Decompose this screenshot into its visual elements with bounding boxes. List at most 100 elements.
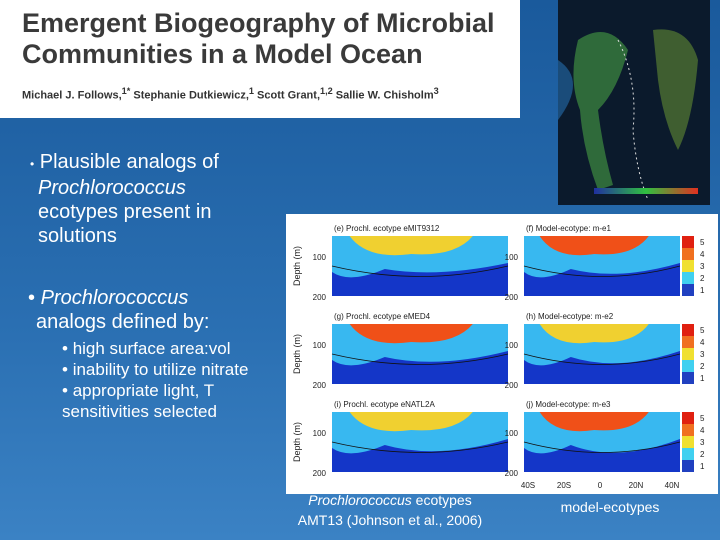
paper-title: Emergent Biogeography of Microbial Commu… <box>22 8 495 69</box>
x-tick-label: 40S <box>521 481 535 490</box>
colorbar-label: 2 <box>700 362 705 371</box>
colorbar-segment <box>682 272 694 284</box>
contour-region <box>539 412 649 432</box>
panel-label: (e) Prochl. ecotype eMIT9312 <box>334 224 440 233</box>
colorbar-segment <box>682 236 694 248</box>
sub-bullet-text: high surface area:vol <box>72 339 231 358</box>
colorbar-segment <box>682 260 694 272</box>
colorbar-label: 2 <box>700 450 705 459</box>
author-name: Stephanie Dutkiewicz, <box>133 89 249 102</box>
colorbar-segment <box>682 348 694 360</box>
colorbar-segment <box>682 248 694 260</box>
colorbar-label: 1 <box>700 462 705 471</box>
y-axis-label: Depth (m) <box>292 334 302 374</box>
bullet-text: analogs defined by: <box>36 311 210 333</box>
panel-label: (g) Prochl. ecotype eMED4 <box>334 312 431 321</box>
caption: model-ecotypes <box>560 499 660 515</box>
contour-region <box>349 412 473 432</box>
y-tick-label: 200 <box>505 293 519 302</box>
author-affiliation: 1,2 <box>320 86 333 96</box>
colorbar-label: 5 <box>700 326 705 335</box>
panel-label: (f) Model-ecotype: m-e1 <box>526 224 611 233</box>
contour-line <box>523 353 681 365</box>
contour-line <box>331 353 509 365</box>
x-tick-label: 20N <box>629 481 644 490</box>
colorbar-label: 4 <box>700 338 705 347</box>
panel-label: (j) Model-ecotype: m-e3 <box>526 400 611 409</box>
caption-source: AMT13 (Johnson et al., 2006) <box>297 512 483 528</box>
paper-header: Emergent Biogeography of Microbial Commu… <box>0 0 520 118</box>
author-name: Scott Grant, <box>257 89 320 102</box>
contour-region <box>349 236 473 256</box>
author-affiliation: 1 <box>248 86 254 96</box>
x-tick-label: 20S <box>557 481 571 490</box>
colorbar-label: 2 <box>700 274 705 283</box>
colorbar-label: 5 <box>700 414 705 423</box>
bullet: • Prochlorococcus analogs defined by: <box>28 287 210 333</box>
panel-label: (h) Model-ecotype: m-e2 <box>526 312 614 321</box>
colorbar-segment <box>682 436 694 448</box>
colorbar-segment <box>682 448 694 460</box>
contour-region <box>539 236 649 256</box>
y-tick-label: 200 <box>505 469 519 478</box>
contour-region <box>349 324 473 344</box>
colorbar-segment <box>682 336 694 348</box>
sub-bullet: • appropriate light, T sensitivities sel… <box>62 381 217 421</box>
colorbar-segment <box>682 360 694 372</box>
contour-region <box>539 324 649 344</box>
bullet-text: ecotypes present in solutions <box>38 201 212 247</box>
satellite-map <box>558 0 710 205</box>
colorbar-segment <box>682 324 694 336</box>
caption: Prochlorococcus ecotypes AMT13 (Johnson … <box>280 490 500 530</box>
sub-bullet-text: appropriate light, T sensitivities selec… <box>62 381 217 421</box>
sub-bullet: • inability to utilize nitrate <box>62 360 249 379</box>
y-tick-label: 100 <box>505 429 519 438</box>
y-tick-label: 200 <box>313 469 327 478</box>
sub-bullets: • high surface area:vol • inability to ut… <box>62 338 287 422</box>
y-tick-label: 200 <box>505 381 519 390</box>
colorbar-segment <box>682 284 694 296</box>
x-tick-label: 40N <box>665 481 680 490</box>
contour-line <box>523 441 681 453</box>
contour-line <box>523 265 681 277</box>
colorbar-segment <box>682 424 694 436</box>
caption-italic: Prochlorococcus <box>308 492 412 508</box>
y-tick-label: 200 <box>313 293 327 302</box>
caption-text: ecotypes <box>415 492 472 508</box>
colorbar-label: 1 <box>700 286 705 295</box>
colorbar-label: 3 <box>700 262 705 271</box>
colorbar-label: 3 <box>700 438 705 447</box>
panel-label: (i) Prochl. ecotype eNATL2A <box>334 400 435 409</box>
x-tick-label: 0 <box>598 481 603 490</box>
y-tick-label: 200 <box>313 381 327 390</box>
y-tick-label: 100 <box>505 341 519 350</box>
author-name: Michael J. Follows, <box>22 89 122 102</box>
y-axis-label: Depth (m) <box>292 422 302 462</box>
bullet: • Plausible analogs of Prochlorococcus e… <box>30 150 280 248</box>
authors: Michael J. Follows,1* Stephanie Dutkiewi… <box>22 86 439 102</box>
bullet-italic: Prochlorococcus <box>38 177 186 199</box>
author-affiliation: 1* <box>121 86 131 96</box>
y-axis-label: Depth (m) <box>292 246 302 286</box>
colorbar-label: 1 <box>700 374 705 383</box>
author-name: Sallie W. Chisholm <box>335 89 434 102</box>
author-affiliation: 3 <box>433 86 439 96</box>
colorbar-label: 5 <box>700 238 705 247</box>
colorbar-label: 4 <box>700 426 705 435</box>
contour-line <box>331 265 509 277</box>
figure: Depth (m) (e) Prochl. ecotype eMIT9312 100… <box>286 214 718 494</box>
y-tick-label: 100 <box>313 341 327 350</box>
bullet-italic: Prochlorococcus <box>40 287 189 309</box>
sub-bullet: • high surface area:vol <box>62 339 231 358</box>
colorbar-segment <box>682 372 694 384</box>
y-tick-label: 100 <box>313 429 327 438</box>
colorbar-label: 4 <box>700 250 705 259</box>
y-tick-label: 100 <box>505 253 519 262</box>
colorbar-segment <box>682 412 694 424</box>
sub-bullet-text: inability to utilize nitrate <box>72 360 249 379</box>
bullet-text: Plausible analogs of <box>39 151 219 173</box>
y-tick-label: 100 <box>313 253 327 262</box>
contour-line <box>331 441 509 453</box>
colorbar-segment <box>682 460 694 472</box>
